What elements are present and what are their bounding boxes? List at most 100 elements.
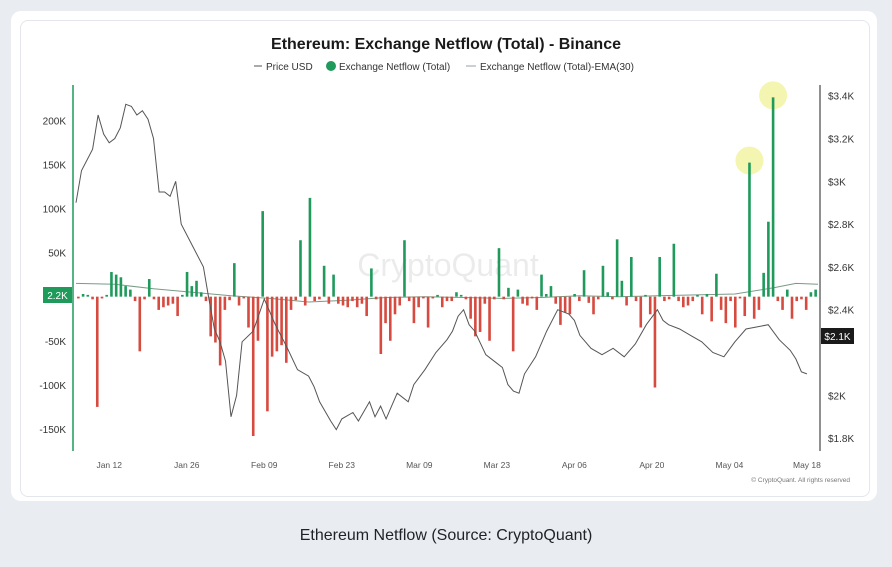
netflow-bar bbox=[615, 239, 619, 297]
netflow-bar bbox=[147, 279, 151, 297]
x-tick-label: Feb 09 bbox=[251, 460, 278, 470]
netflow-bar bbox=[412, 296, 416, 324]
netflow-bar bbox=[280, 296, 283, 346]
x-axis-ticks: Jan 12 Jan 26 Feb 09 Feb 23 Mar 09 Mar 23 Apr … bbox=[96, 460, 821, 470]
netflow-bar bbox=[606, 292, 609, 297]
netflow-bar bbox=[450, 296, 454, 302]
netflow-bar bbox=[403, 240, 406, 297]
right-tick-label: $1.8K bbox=[828, 434, 854, 445]
netflow-bar bbox=[124, 286, 127, 297]
right-tick-label: $3.2K bbox=[828, 135, 854, 146]
netflow-bar bbox=[715, 273, 718, 297]
netflow-bar bbox=[176, 296, 179, 317]
netflow-bar bbox=[587, 296, 591, 303]
netflow-bar bbox=[748, 162, 751, 297]
netflow-bar bbox=[275, 296, 279, 352]
netflow-bar bbox=[776, 296, 780, 302]
netflow-bar bbox=[568, 296, 572, 315]
legend-ema-label: Exchange Netflow (Total)-EMA(30) bbox=[480, 62, 634, 73]
netflow-bar bbox=[814, 289, 817, 297]
netflow-bar bbox=[190, 286, 194, 297]
netflow-bar bbox=[199, 292, 203, 297]
highlight-markers bbox=[735, 81, 788, 175]
netflow-bar bbox=[360, 296, 364, 304]
netflow-bar bbox=[578, 296, 581, 302]
copyright-note: © CryptoQuant. All rights reserved bbox=[751, 476, 850, 484]
netflow-bar bbox=[185, 271, 189, 297]
right-current-badge-box bbox=[821, 328, 854, 344]
netflow-bar bbox=[521, 296, 524, 304]
netflow-bar bbox=[790, 296, 794, 319]
netflow-bar bbox=[119, 277, 123, 297]
netflow-bar bbox=[417, 296, 420, 308]
x-tick-label: Jan 26 bbox=[174, 460, 200, 470]
netflow-bar bbox=[757, 296, 761, 310]
netflow-bar bbox=[91, 296, 94, 300]
x-tick-label: Mar 09 bbox=[406, 460, 433, 470]
netflow-bar bbox=[762, 272, 765, 297]
netflow-bar bbox=[171, 296, 175, 304]
netflow-bar bbox=[86, 294, 90, 297]
netflow-bar bbox=[658, 256, 661, 297]
netflow-bar bbox=[114, 274, 118, 297]
netflow-bar bbox=[724, 296, 728, 324]
netflow-bar bbox=[705, 294, 709, 297]
netflow-bar bbox=[592, 296, 595, 315]
netflow-bar bbox=[459, 294, 463, 297]
netflow-bar bbox=[502, 296, 506, 300]
figure-caption: Ethereum Netflow (Source: CryptoQuant) bbox=[299, 527, 593, 544]
netflow-bar bbox=[672, 243, 676, 297]
netflow-bar bbox=[540, 274, 543, 297]
netflow-bar bbox=[445, 296, 449, 302]
left-current-badge-text: 2.2K bbox=[47, 291, 68, 302]
left-tick-label: -100K bbox=[39, 381, 66, 392]
netflow-bar bbox=[133, 296, 137, 302]
netflow-bar bbox=[138, 296, 142, 352]
netflow-bar bbox=[365, 296, 368, 317]
chart-frame bbox=[20, 20, 870, 497]
netflow-bar bbox=[648, 296, 652, 315]
netflow-bar bbox=[738, 296, 742, 299]
netflow-bar bbox=[530, 296, 534, 299]
left-tick-label: 100K bbox=[43, 204, 67, 215]
netflow-bar bbox=[223, 296, 227, 310]
watermark: CryptoQuant bbox=[357, 247, 539, 283]
x-tick-label: Apr 20 bbox=[639, 460, 664, 470]
netflow-bar bbox=[700, 296, 704, 315]
netflow-bar bbox=[630, 256, 633, 297]
netflow-bar bbox=[332, 274, 335, 297]
netflow-bar bbox=[549, 286, 553, 297]
netflow-bar bbox=[308, 197, 312, 297]
netflow-bar bbox=[644, 294, 647, 297]
ema-series bbox=[75, 282, 819, 303]
netflow-bar bbox=[663, 296, 666, 302]
netflow-bar bbox=[440, 296, 444, 308]
netflow-bar bbox=[322, 265, 326, 297]
netflow-bar bbox=[110, 271, 113, 297]
netflow-bar bbox=[696, 294, 699, 297]
netflow-bar bbox=[204, 296, 208, 302]
highlight-marker-0 bbox=[735, 146, 764, 175]
right-tick-label: $2.4K bbox=[828, 306, 854, 317]
netflow-bar bbox=[497, 248, 501, 297]
netflow-bar bbox=[237, 296, 241, 306]
chart-card bbox=[11, 11, 877, 501]
netflow-bar bbox=[752, 296, 756, 319]
netflow-bar bbox=[393, 296, 397, 315]
netflow-bar bbox=[781, 296, 784, 310]
netflow-bar bbox=[488, 296, 491, 341]
netflow-bar bbox=[77, 296, 80, 299]
netflow-bar bbox=[800, 296, 803, 300]
netflow-bar bbox=[767, 221, 770, 297]
netflow-bar bbox=[507, 287, 510, 297]
netflow-bar bbox=[384, 296, 387, 324]
right-current-badge-text: $2.1K bbox=[824, 332, 850, 343]
price-line bbox=[75, 103, 808, 431]
left-current-badge: 2.2K bbox=[43, 287, 72, 303]
netflow-bar bbox=[341, 296, 345, 306]
right-axis-ticks: $1.8K $2K $2.4K $2.6K $2.8K $3K $3.2K $3.4K bbox=[828, 92, 854, 445]
netflow-bar bbox=[266, 296, 269, 412]
legend: Price USD Exchange Netflow (Total) Excha… bbox=[254, 61, 634, 73]
x-tick-label: May 04 bbox=[715, 460, 743, 470]
netflow-bar bbox=[785, 289, 789, 297]
